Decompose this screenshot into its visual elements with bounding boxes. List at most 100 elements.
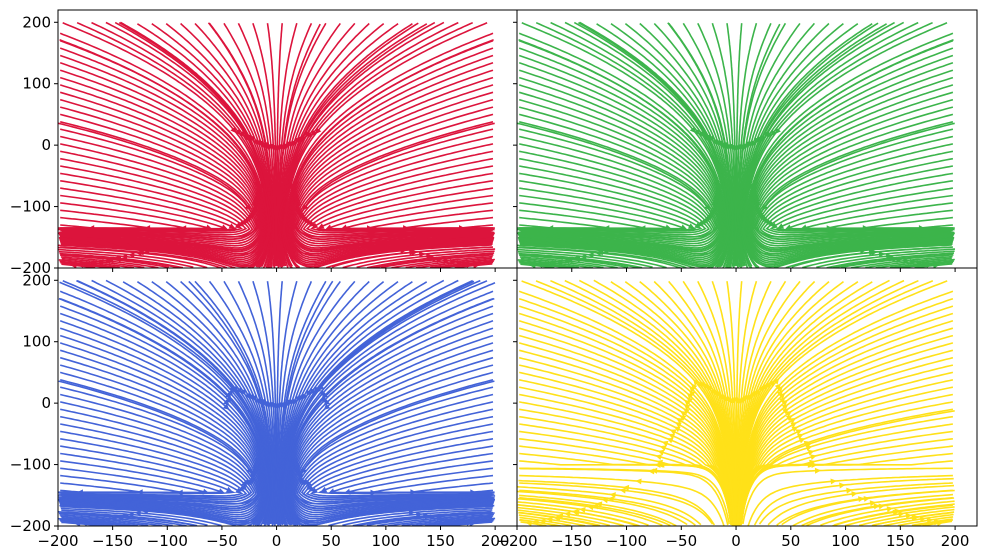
streamline-arrow [597,249,604,256]
streamline-arrow [805,445,813,451]
streamline-arrow [697,220,704,227]
panel-bottom-right: −200 −150 −100 −50 0 50 100 150 200 [496,267,978,550]
streamline [310,180,495,232]
streamline-arrow [254,398,261,405]
streamline [328,507,493,526]
streamline [405,257,492,268]
streamline-arrow [773,378,780,385]
streamline [282,280,488,526]
streamline [59,32,271,268]
streamlines-group [58,21,496,268]
streamline [60,256,159,268]
streamline-arrow [711,387,717,395]
streamline [305,438,494,499]
streamline-arrow [669,429,677,435]
streamline [517,501,649,526]
streamline-arrow [301,134,307,142]
streamline-arrow [255,139,261,147]
streamline-arrow [655,454,662,460]
streamline [519,474,725,526]
streamline [373,253,494,268]
panel-top-right [513,9,978,272]
streamline [519,482,714,525]
streamline [802,248,956,268]
streamline [519,254,629,268]
streamline [520,263,555,268]
x-tick-label: 150 [886,532,915,550]
streamline-arrow [619,487,626,494]
streamline-arrow [539,518,546,525]
streamline-arrow [886,506,893,513]
streamline-arrow [258,400,264,407]
x-tick-label: 150 [426,532,455,550]
streamline [411,517,496,526]
streamline [415,258,495,268]
streamline-arrow [237,220,245,227]
streamline-arrow [830,478,837,485]
streamline-arrow [302,393,308,400]
streamline-arrow [686,397,694,404]
streamline [851,255,953,268]
streamline [518,479,716,526]
streamline [765,172,954,234]
x-tick-label: −50 [206,532,238,550]
streamline [60,423,253,501]
streamline [59,290,271,526]
streamline [391,255,493,268]
streamline-arrow [592,503,599,510]
x-tick-label: 50 [322,532,341,550]
streamline [519,504,640,526]
streamline-arrow [675,422,682,428]
y-tick-label: 0 [41,394,51,412]
streamline-arrow [892,509,899,516]
x-tick-label: −200 [496,532,537,550]
streamline-arrow [587,252,594,259]
streamline-arrow [225,396,232,404]
streamline-arrow [80,261,87,268]
streamline [377,513,494,526]
streamline-arrow [223,399,230,406]
streamline-arrow [797,433,804,440]
streamline-arrow [697,381,704,388]
streamline-arrow [308,485,315,492]
streamline [896,261,953,268]
streamline [520,257,604,268]
streamline [517,180,703,232]
streamline [758,482,953,525]
streamline-arrow [227,389,234,397]
streamline [61,516,149,526]
streamline [59,401,259,508]
streamline [61,521,103,526]
streamline-arrow [689,386,696,393]
y-tick-label: 0 [41,136,51,154]
streamline [915,519,954,526]
streamline-arrow [546,516,553,523]
streamline [517,135,719,243]
streamline-arrow [868,249,876,256]
streamline-arrow [666,437,674,444]
streamline-arrow [781,404,789,411]
streamline [517,490,688,526]
streamline-arrow [466,261,473,268]
streamline-arrow [321,396,328,404]
streamline-arrow [323,403,331,410]
y-tick-label: 200 [22,271,51,289]
streamline [776,489,953,526]
streamline [436,520,494,526]
streamline-arrow [252,138,259,146]
streamline-arrow [232,387,239,395]
streamline [518,32,730,268]
streamline [302,165,494,236]
streamline-arrow [238,485,245,492]
streamline-arrow [774,383,781,390]
streamline-arrow [325,224,332,230]
streamline-arrow [789,418,796,424]
streamline [296,408,495,505]
streamline-arrow [777,223,785,229]
streamline [294,135,495,243]
streamline [520,521,547,526]
streamline [519,489,696,526]
y-tick-label: −200 [10,259,51,277]
streamline-arrow [656,459,663,466]
